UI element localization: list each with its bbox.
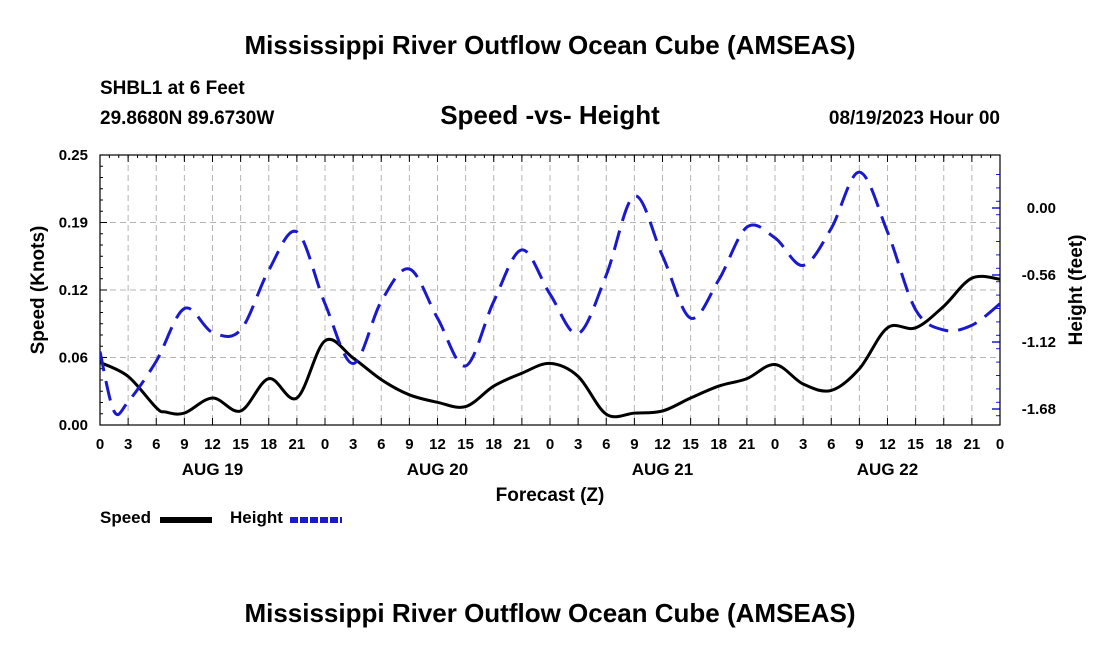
x-date-label: AUG 21 [632,460,693,479]
x-tick-label: 6 [827,436,835,453]
legend-height-label: Height [230,508,283,527]
legend-speed-label: Speed [100,508,152,527]
x-tick-label: 6 [602,436,610,453]
page-title-bottom: Mississippi River Outflow Ocean Cube (AM… [244,598,856,628]
y-right-axis-title: Height (feet) [1066,235,1087,346]
x-tick-label: 21 [739,436,756,453]
y-right-tick-label: 0.00 [1027,200,1056,217]
x-tick-label: 6 [377,436,385,453]
x-tick-label: 3 [574,436,582,453]
plot-frame [99,154,1001,426]
x-tick-label: 18 [260,436,277,453]
datetime-label: 08/19/2023 Hour 00 [828,108,1000,129]
chart-subtitle: Speed -vs- Height [440,100,660,130]
x-tick-label: 12 [429,436,446,453]
x-tick-label: 0 [96,436,104,453]
x-tick-label: 18 [485,436,502,453]
y-left-tick-label: 0.25 [59,147,88,164]
x-tick-label: 15 [907,436,924,453]
x-date-label: AUG 19 [182,460,243,479]
x-tick-label: 0 [996,436,1004,453]
x-tick-label: 9 [180,436,188,453]
x-tick-label: 18 [935,436,952,453]
y-left-tick-label: 0.06 [59,350,88,367]
station-label: SHBL1 at 6 Feet [100,78,245,99]
x-tick-label: 18 [710,436,727,453]
y-left-tick-label: 0.00 [59,417,88,434]
x-tick-label: 6 [152,436,160,453]
x-tick-label: 9 [630,436,638,453]
y-left-axis-title: Speed (Knots) [28,226,49,355]
x-tick-label: 21 [964,436,981,453]
y-right-tick-label: -0.56 [1022,267,1056,284]
x-tick-label: 0 [321,436,329,453]
x-tick-label: 15 [457,436,474,453]
x-tick-label: 12 [654,436,671,453]
x-tick-label: 15 [682,436,699,453]
x-tick-label: 15 [232,436,249,453]
x-tick-label: 3 [799,436,807,453]
x-tick-label: 12 [879,436,896,453]
page-title-top: Mississippi River Outflow Ocean Cube (AM… [244,30,856,60]
x-tick-label: 21 [289,436,306,453]
x-tick-label: 3 [124,436,132,453]
y-right-tick-label: -1.12 [1022,334,1056,351]
y-left-tick-label: 0.19 [59,215,88,232]
height-series-line [100,170,1000,417]
x-tick-label: 12 [204,436,221,453]
x-axis-title: Forecast (Z) [496,485,605,506]
x-tick-label: 3 [349,436,357,453]
x-date-label: AUG 22 [857,460,918,479]
speed-series-line [100,274,1000,419]
x-date-label: AUG 20 [407,460,468,479]
x-tick-label: 21 [514,436,531,453]
x-tick-label: 9 [855,436,863,453]
coordinates-label: 29.8680N 89.6730W [100,108,275,129]
y-right-tick-label: -1.68 [1022,401,1056,418]
x-tick-label: 0 [546,436,554,453]
x-tick-label: 9 [405,436,413,453]
y-left-tick-label: 0.12 [59,282,88,299]
x-tick-label: 0 [771,436,779,453]
